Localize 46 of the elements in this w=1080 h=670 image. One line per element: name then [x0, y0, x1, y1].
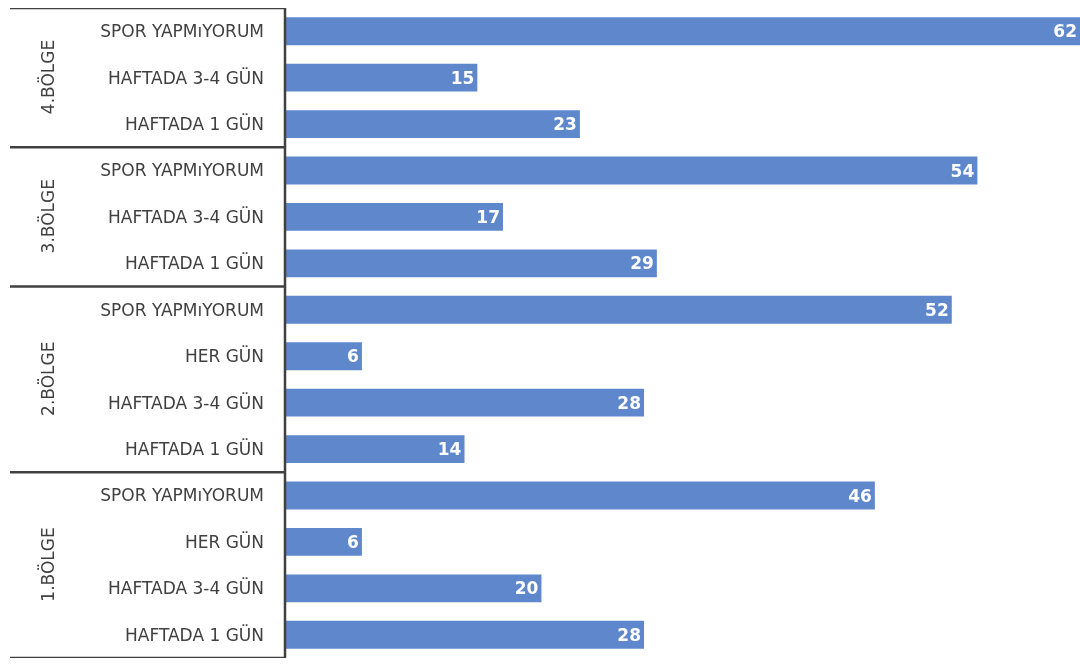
y-tick-label: HAFTADA 3-4 GÜN — [108, 66, 264, 88]
data-label: 14 — [437, 439, 462, 460]
y-tick-label: SPOR YAPMıYORUM — [100, 299, 264, 320]
y-tick-label: HAFTADA 1 GÜN — [125, 623, 264, 645]
bar — [285, 481, 875, 510]
data-label: 6 — [347, 531, 359, 552]
text: 2.BÖLGE — [37, 341, 59, 416]
bar — [285, 528, 362, 556]
bar — [285, 17, 1080, 46]
data-label: 54 — [950, 160, 975, 181]
text: 4.BÖLGE — [36, 39, 58, 115]
y-tick-label: SPOR YAPMıYORUM — [100, 21, 264, 42]
bar — [285, 388, 645, 417]
data-label: 62 — [1053, 21, 1077, 42]
y-tick-label: HAFTADA 3-4 GÜN — [108, 205, 264, 227]
bar — [285, 156, 978, 185]
data-label: 52 — [925, 299, 949, 320]
bar — [285, 110, 580, 138]
bar — [285, 295, 952, 324]
y-tick-label: HAFTADA 3-4 GÜN — [108, 577, 264, 599]
data-label: 29 — [630, 253, 654, 274]
data-label: 28 — [617, 624, 642, 645]
y-tick-label: HAFTADA 1 GÜN — [125, 113, 264, 135]
y-tick-label: HER GÜN — [184, 345, 264, 367]
y-tick-label: SPOR YAPMıYORUM — [100, 485, 264, 506]
bar — [285, 63, 478, 92]
bar — [285, 435, 465, 463]
bar — [285, 249, 657, 278]
data-label: 15 — [450, 67, 475, 88]
data-label: 23 — [553, 114, 577, 135]
bar — [285, 574, 542, 603]
y-tick-label: HAFTADA 1 GÜN — [125, 438, 264, 460]
text: 1.BÖLGE — [37, 527, 59, 602]
bar — [285, 203, 503, 231]
y-tick-label: SPOR YAPMıYORUM — [100, 160, 264, 181]
data-label: 17 — [476, 206, 500, 227]
data-label: 28 — [617, 392, 642, 413]
text: 3.BÖLGE — [36, 179, 58, 254]
bar — [285, 620, 645, 649]
data-label: 6 — [347, 346, 359, 367]
data-label: 20 — [514, 578, 539, 599]
data-label: 46 — [848, 485, 872, 506]
y-tick-label: HAFTADA 1 GÜN — [125, 252, 264, 274]
y-tick-label: HER GÜN — [184, 530, 264, 552]
y-tick-label: HAFTADA 3-4 GÜN — [108, 391, 264, 413]
bar — [285, 342, 362, 371]
